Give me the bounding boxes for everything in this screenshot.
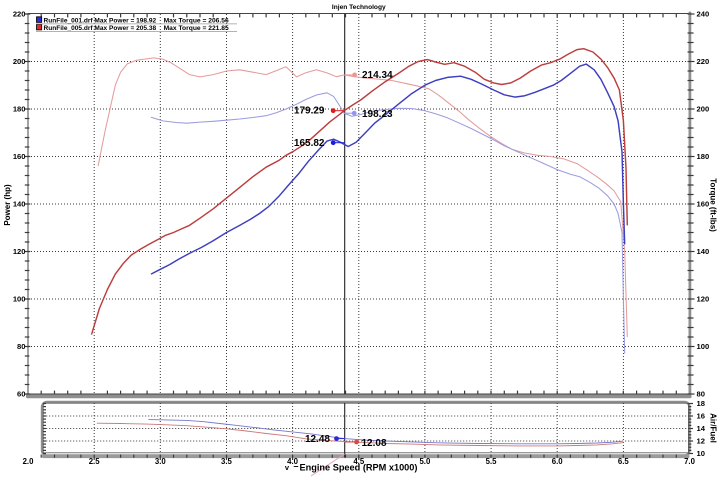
svg-text:v: v	[285, 463, 290, 472]
svg-text:200: 200	[697, 105, 710, 114]
svg-text:6.0: 6.0	[552, 457, 564, 466]
svg-text:RunFile_001.drf Max Power = 19: RunFile_001.drf Max Power = 198.92	[44, 17, 157, 24]
svg-text:140: 140	[13, 200, 26, 209]
svg-text:12: 12	[697, 437, 705, 446]
svg-text:120: 120	[13, 247, 26, 256]
svg-text:18: 18	[697, 399, 705, 408]
svg-text:10: 10	[697, 449, 705, 458]
svg-text:16: 16	[697, 412, 705, 421]
svg-text:3.5: 3.5	[221, 457, 233, 466]
svg-text:220: 220	[697, 57, 710, 66]
svg-text:Power (hp): Power (hp)	[3, 184, 12, 226]
svg-text:14: 14	[697, 424, 706, 433]
svg-text:180: 180	[697, 152, 710, 161]
svg-text:80: 80	[17, 342, 25, 351]
svg-text:Injen Technology: Injen Technology	[332, 4, 386, 11]
svg-text:160: 160	[697, 200, 710, 209]
svg-text:Torque (ft-lbs): Torque (ft-lbs)	[709, 178, 718, 232]
svg-text:120: 120	[697, 295, 710, 304]
svg-text:220: 220	[13, 10, 26, 19]
svg-text:179.29: 179.29	[294, 105, 325, 116]
svg-text:Max Torque = 206.56: Max Torque = 206.56	[164, 17, 229, 24]
svg-text:80: 80	[697, 390, 705, 399]
svg-text:100: 100	[13, 295, 26, 304]
svg-text:2.5: 2.5	[89, 457, 101, 466]
svg-text:160: 160	[13, 152, 26, 161]
svg-text:–: –	[293, 461, 298, 471]
svg-text:5.0: 5.0	[419, 457, 431, 466]
svg-text:60: 60	[17, 390, 25, 399]
svg-text:140: 140	[697, 247, 710, 256]
svg-text:214.34: 214.34	[362, 70, 393, 81]
svg-text:Air/Fuel: Air/Fuel	[709, 413, 718, 443]
svg-text:4.5: 4.5	[353, 457, 365, 466]
svg-text:100: 100	[697, 342, 710, 351]
svg-text:3.0: 3.0	[155, 457, 167, 466]
svg-text:RunFile_005.drf Max Power = 20: RunFile_005.drf Max Power = 205.38	[44, 25, 157, 32]
svg-text:200: 200	[13, 57, 26, 66]
svg-text:12.48: 12.48	[305, 434, 330, 445]
svg-text:198.23: 198.23	[362, 109, 393, 120]
svg-text:180: 180	[13, 105, 26, 114]
svg-text:2.0: 2.0	[23, 457, 35, 466]
svg-text:6.5: 6.5	[618, 457, 630, 466]
svg-text:165.82: 165.82	[294, 138, 325, 149]
svg-text:5.5: 5.5	[486, 457, 498, 466]
svg-text:Engine Speed (RPM x1000): Engine Speed (RPM x1000)	[300, 463, 418, 473]
svg-text:Max Torque = 221.85: Max Torque = 221.85	[164, 25, 229, 32]
svg-text:240: 240	[697, 10, 710, 19]
svg-text:12.08: 12.08	[362, 438, 387, 449]
svg-text:7.0: 7.0	[684, 457, 696, 466]
svg-text:4.0: 4.0	[287, 457, 299, 466]
